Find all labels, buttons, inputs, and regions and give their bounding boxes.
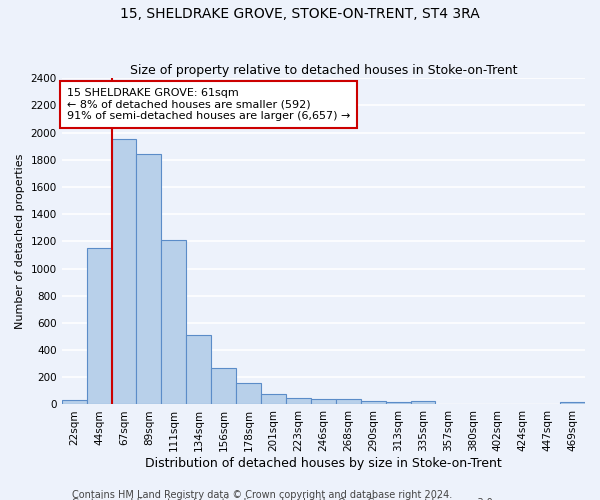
Text: 15 SHELDRAKE GROVE: 61sqm
← 8% of detached houses are smaller (592)
91% of semi-: 15 SHELDRAKE GROVE: 61sqm ← 8% of detach…	[67, 88, 350, 121]
Bar	[386, 402, 410, 404]
Title: Size of property relative to detached houses in Stoke-on-Trent: Size of property relative to detached ho…	[130, 64, 517, 77]
Bar	[112, 140, 136, 404]
Bar	[560, 402, 585, 404]
Bar	[286, 398, 311, 404]
Y-axis label: Number of detached properties: Number of detached properties	[15, 154, 25, 329]
Bar	[211, 368, 236, 404]
Bar	[311, 398, 336, 404]
Bar	[261, 394, 286, 404]
Bar	[186, 335, 211, 404]
Bar	[361, 402, 386, 404]
Text: Contains HM Land Registry data © Crown copyright and database right 2024.: Contains HM Land Registry data © Crown c…	[72, 490, 452, 500]
Bar	[336, 400, 361, 404]
Text: Contains public sector information licensed under the Open Government Licence v3: Contains public sector information licen…	[72, 498, 496, 500]
X-axis label: Distribution of detached houses by size in Stoke-on-Trent: Distribution of detached houses by size …	[145, 457, 502, 470]
Bar	[62, 400, 86, 404]
Bar	[86, 248, 112, 404]
Bar	[236, 384, 261, 404]
Bar	[136, 154, 161, 404]
Bar	[410, 402, 436, 404]
Bar	[161, 240, 186, 404]
Text: 15, SHELDRAKE GROVE, STOKE-ON-TRENT, ST4 3RA: 15, SHELDRAKE GROVE, STOKE-ON-TRENT, ST4…	[120, 8, 480, 22]
